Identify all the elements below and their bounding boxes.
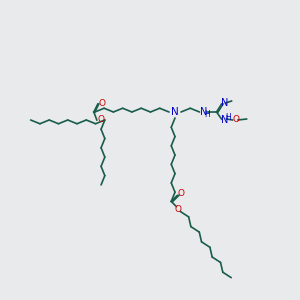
Text: O: O <box>97 116 104 124</box>
Text: N: N <box>171 107 179 117</box>
Text: O: O <box>98 98 105 107</box>
Text: N: N <box>221 115 228 125</box>
Text: O: O <box>178 189 185 198</box>
Text: O: O <box>232 116 239 124</box>
Text: N: N <box>200 107 207 117</box>
Text: O: O <box>175 205 182 214</box>
Text: N: N <box>221 98 228 108</box>
Text: H: H <box>204 110 210 119</box>
Text: H: H <box>225 112 231 122</box>
